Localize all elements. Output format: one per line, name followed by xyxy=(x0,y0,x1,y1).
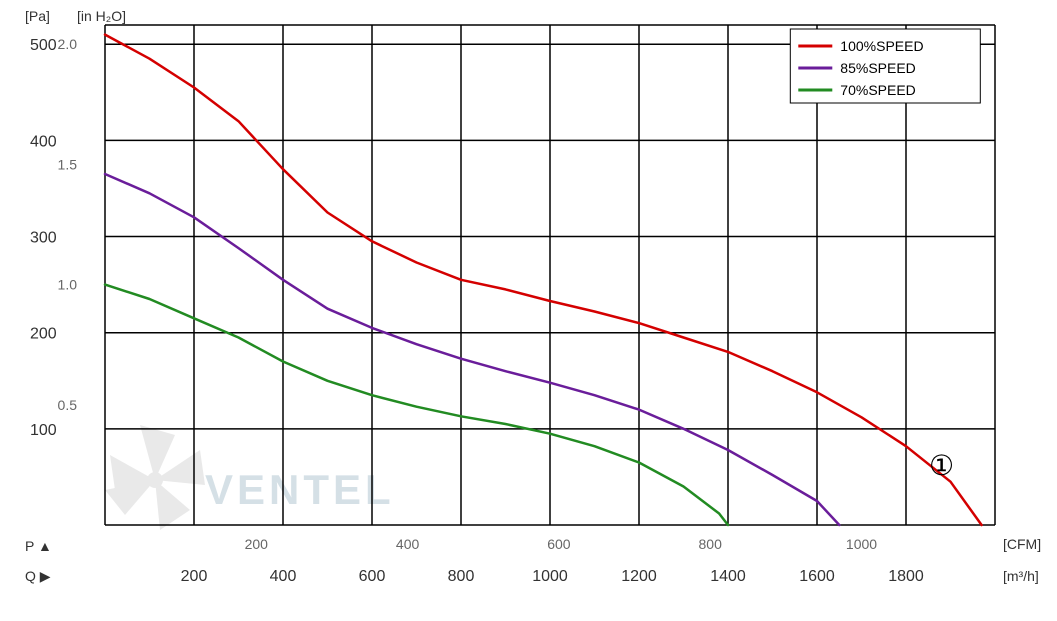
x-unit-m3h: [m³/h] xyxy=(1003,568,1039,584)
watermark-text: VENTEL xyxy=(205,466,395,513)
x-tick: 1600 xyxy=(799,568,835,585)
legend: 100%SPEED 85%SPEED 70%SPEED xyxy=(790,29,980,103)
x2-tick: 200 xyxy=(245,536,269,552)
watermark: VENTEL xyxy=(105,425,395,530)
x-tick: 1400 xyxy=(710,568,746,585)
x2-tick: 800 xyxy=(699,536,723,552)
y-tick: 300 xyxy=(30,230,57,247)
y-marker: P ▲ xyxy=(25,538,52,554)
y-axis-secondary: 0.5 1.0 1.5 2.0 [in H₂O] xyxy=(58,8,126,413)
y-tick: 500 xyxy=(30,37,57,54)
annotation-circled-1: ① xyxy=(929,450,954,481)
y-tick: 200 xyxy=(30,326,57,343)
series-100speed xyxy=(105,35,982,525)
y-tick: 100 xyxy=(30,422,57,439)
fan-curve-chart: VENTEL 100 200 300 400 500 [Pa] P ▲ 0.5 1.0 1.5 2.0… xyxy=(0,0,1057,621)
y-unit-inh2o: [in H₂O] xyxy=(77,8,126,24)
x-tick: 400 xyxy=(270,568,297,585)
legend-label: 70%SPEED xyxy=(840,82,915,98)
y2-tick: 2.0 xyxy=(58,36,78,52)
y2-tick: 1.5 xyxy=(58,156,78,172)
x2-tick: 600 xyxy=(547,536,571,552)
x-tick: 1000 xyxy=(532,568,568,585)
x-unit-cfm: [CFM] xyxy=(1003,536,1041,552)
y-tick: 400 xyxy=(30,133,57,150)
legend-label: 85%SPEED xyxy=(840,60,915,76)
y-axis-primary: 100 200 300 400 500 [Pa] P ▲ xyxy=(25,8,57,554)
x-axis-primary: 200 400 600 800 1000 1200 1400 1600 1800 [m³/h] Q … xyxy=(25,568,1039,585)
x2-tick: 400 xyxy=(396,536,420,552)
x-tick: 1200 xyxy=(621,568,657,585)
y-unit-pa: [Pa] xyxy=(25,8,50,24)
x-tick: 800 xyxy=(448,568,475,585)
y2-tick: 0.5 xyxy=(58,397,78,413)
x-tick: 1800 xyxy=(888,568,924,585)
x-tick: 200 xyxy=(181,568,208,585)
y2-tick: 1.0 xyxy=(58,277,78,293)
x-axis-secondary: 200 400 600 800 1000 [CFM] xyxy=(245,536,1041,552)
x2-tick: 1000 xyxy=(846,536,877,552)
legend-label: 100%SPEED xyxy=(840,38,923,54)
x-tick: 600 xyxy=(359,568,386,585)
x-marker: Q ▶ xyxy=(25,568,51,584)
series-group xyxy=(105,35,982,525)
